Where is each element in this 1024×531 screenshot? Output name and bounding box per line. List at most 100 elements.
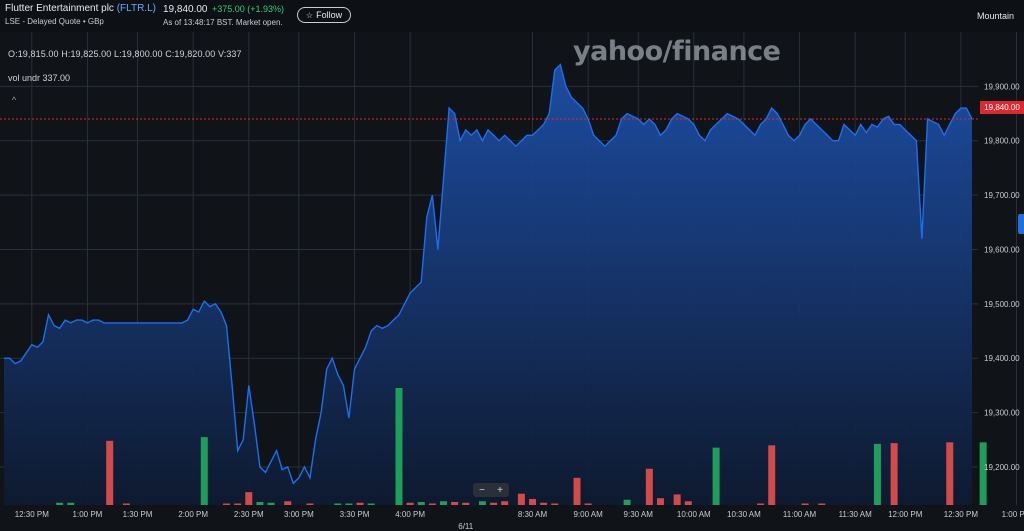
- volume-bar: [584, 503, 592, 505]
- y-tick-label: 19,400.00: [984, 354, 1020, 363]
- volume-bar: [801, 503, 809, 505]
- follow-label: Follow: [316, 10, 343, 20]
- volume-bar: [439, 501, 447, 505]
- exchange-info: LSE - Delayed Quote • GBp: [5, 17, 104, 26]
- y-tick-label: 19,800.00: [984, 137, 1020, 146]
- volume-bar: [345, 503, 353, 505]
- x-tick-label: 9:00 AM: [573, 510, 603, 519]
- volume-bar: [573, 477, 581, 505]
- volume-bar: [540, 502, 548, 505]
- company-name: Flutter Entertainment plc (FLTR.L): [5, 3, 156, 14]
- price-change: +375.00 (+1.93%): [212, 4, 285, 14]
- volume-bar: [818, 503, 826, 505]
- timezone-label[interactable]: Mountain: [976, 11, 1014, 21]
- x-tick-label: 11:30 AM: [839, 510, 873, 519]
- volume-bar: [890, 443, 898, 505]
- y-tick-label: 19,200.00: [984, 463, 1020, 472]
- volume-bar: [256, 501, 264, 505]
- volume-bar: [451, 501, 459, 505]
- volume-bar: [873, 443, 881, 505]
- quote-header: Flutter Entertainment plc (FLTR.L) LSE -…: [0, 0, 1024, 32]
- x-tick-label: 10:00 AM: [677, 510, 711, 519]
- ticker-symbol[interactable]: (FLTR.L): [116, 3, 156, 14]
- y-tick-label: 19,300.00: [984, 409, 1020, 418]
- zoom-control: − +: [473, 483, 509, 497]
- x-tick-label: 8:30 AM: [518, 510, 548, 519]
- volume-bar: [406, 502, 414, 505]
- zoom-in-button[interactable]: +: [497, 484, 503, 496]
- x-tick-label: 12:30 PM: [944, 510, 979, 519]
- x-tick-label: 3:00 PM: [284, 510, 314, 519]
- volume-bar: [356, 502, 364, 505]
- x-tick-label: 1:00 PM: [73, 510, 103, 519]
- ohlc-readout: O:19,815.00 H:19,825.00 L:19,800.00 C:19…: [8, 49, 242, 59]
- x-tick-label: 1:00 PM: [1002, 510, 1024, 519]
- volume-bar: [106, 440, 114, 505]
- x-tick-label: 2:30 PM: [234, 510, 264, 519]
- y-tick-label: 19,500.00: [984, 300, 1020, 309]
- star-icon: ☆: [305, 10, 314, 20]
- x-tick-label: 9:30 AM: [624, 510, 654, 519]
- x-tick-label: 12:00 PM: [888, 510, 923, 519]
- volume-bar: [551, 503, 559, 505]
- volume-bar: [245, 492, 253, 505]
- volume-bar: [757, 503, 765, 505]
- volume-bar: [367, 503, 375, 505]
- x-tick-label: 1:30 PM: [123, 510, 153, 519]
- y-tick-label: 19,600.00: [984, 245, 1020, 254]
- volume-bar: [712, 447, 720, 505]
- volume-bar: [334, 503, 342, 505]
- yahoo-finance-watermark: yahoo/finance: [573, 36, 781, 67]
- volume-bar: [267, 502, 275, 505]
- x-tick-label: 4:00 PM: [395, 510, 425, 519]
- volume-bar: [56, 502, 64, 505]
- volume-bar: [645, 468, 653, 505]
- volume-bar: [417, 501, 425, 505]
- volume-bar: [979, 442, 987, 505]
- price-chart[interactable]: 19,200.00 19,300.00 19,400.00 19,500.00 19,6…: [0, 32, 1024, 531]
- collapse-chevron-icon[interactable]: ^: [11, 95, 17, 105]
- x-tick-label: 10:30 AM: [727, 510, 761, 519]
- price-line: [4, 63, 973, 485]
- volume-bar: [395, 388, 403, 505]
- volume-bar: [284, 501, 292, 505]
- volume-bar: [656, 498, 664, 505]
- volume-bar: [623, 499, 631, 505]
- x-day-label: 6/11: [458, 522, 474, 531]
- volume-bar: [306, 503, 314, 505]
- volume-bar: [946, 442, 954, 505]
- x-axis: 12:30 PM 1:00 PM 1:30 PM 2:00 PM 2:30 PM 3:00…: [15, 510, 1024, 531]
- volume-bar: [462, 502, 470, 505]
- volume-bars: [56, 388, 987, 505]
- x-tick-label: 2:00 PM: [178, 510, 208, 519]
- volume-bar: [490, 502, 498, 505]
- follow-button[interactable]: ☆ Follow: [297, 7, 351, 23]
- volume-bar: [478, 501, 486, 505]
- chart-canvas[interactable]: 19,200.00 19,300.00 19,400.00 19,500.00 19,6…: [0, 32, 1024, 531]
- volume-bar: [200, 437, 208, 505]
- x-tick-label: 3:30 PM: [340, 510, 370, 519]
- last-price-tag: 19,840.00: [980, 101, 1024, 114]
- quote-timestamp: As of 13:48:17 BST. Market open.: [163, 18, 283, 27]
- volume-bar: [67, 502, 75, 505]
- x-tick-label: 12:30 PM: [15, 510, 50, 519]
- volume-bar: [428, 503, 436, 505]
- scale-handle[interactable]: [1018, 214, 1024, 234]
- volume-bar: [234, 503, 242, 505]
- volume-bar: [122, 503, 130, 505]
- volume-bar: [517, 493, 525, 505]
- zoom-out-button[interactable]: −: [479, 484, 485, 496]
- y-tick-label: 19,700.00: [984, 191, 1020, 200]
- volume-bar: [529, 498, 537, 505]
- volume-bar: [223, 503, 231, 505]
- y-axis: 19,200.00 19,300.00 19,400.00 19,500.00 19,6…: [984, 82, 1020, 472]
- company-name-text: Flutter Entertainment plc: [5, 3, 114, 14]
- price-area: [4, 64, 972, 505]
- x-tick-label: 11:00 AM: [783, 510, 817, 519]
- volume-bar: [673, 494, 681, 505]
- volume-bar: [501, 501, 509, 505]
- current-price: 19,840.00: [163, 4, 208, 15]
- y-tick-label: 19,900.00: [984, 82, 1020, 91]
- volume-bar: [684, 501, 692, 505]
- volume-bar: [768, 445, 776, 505]
